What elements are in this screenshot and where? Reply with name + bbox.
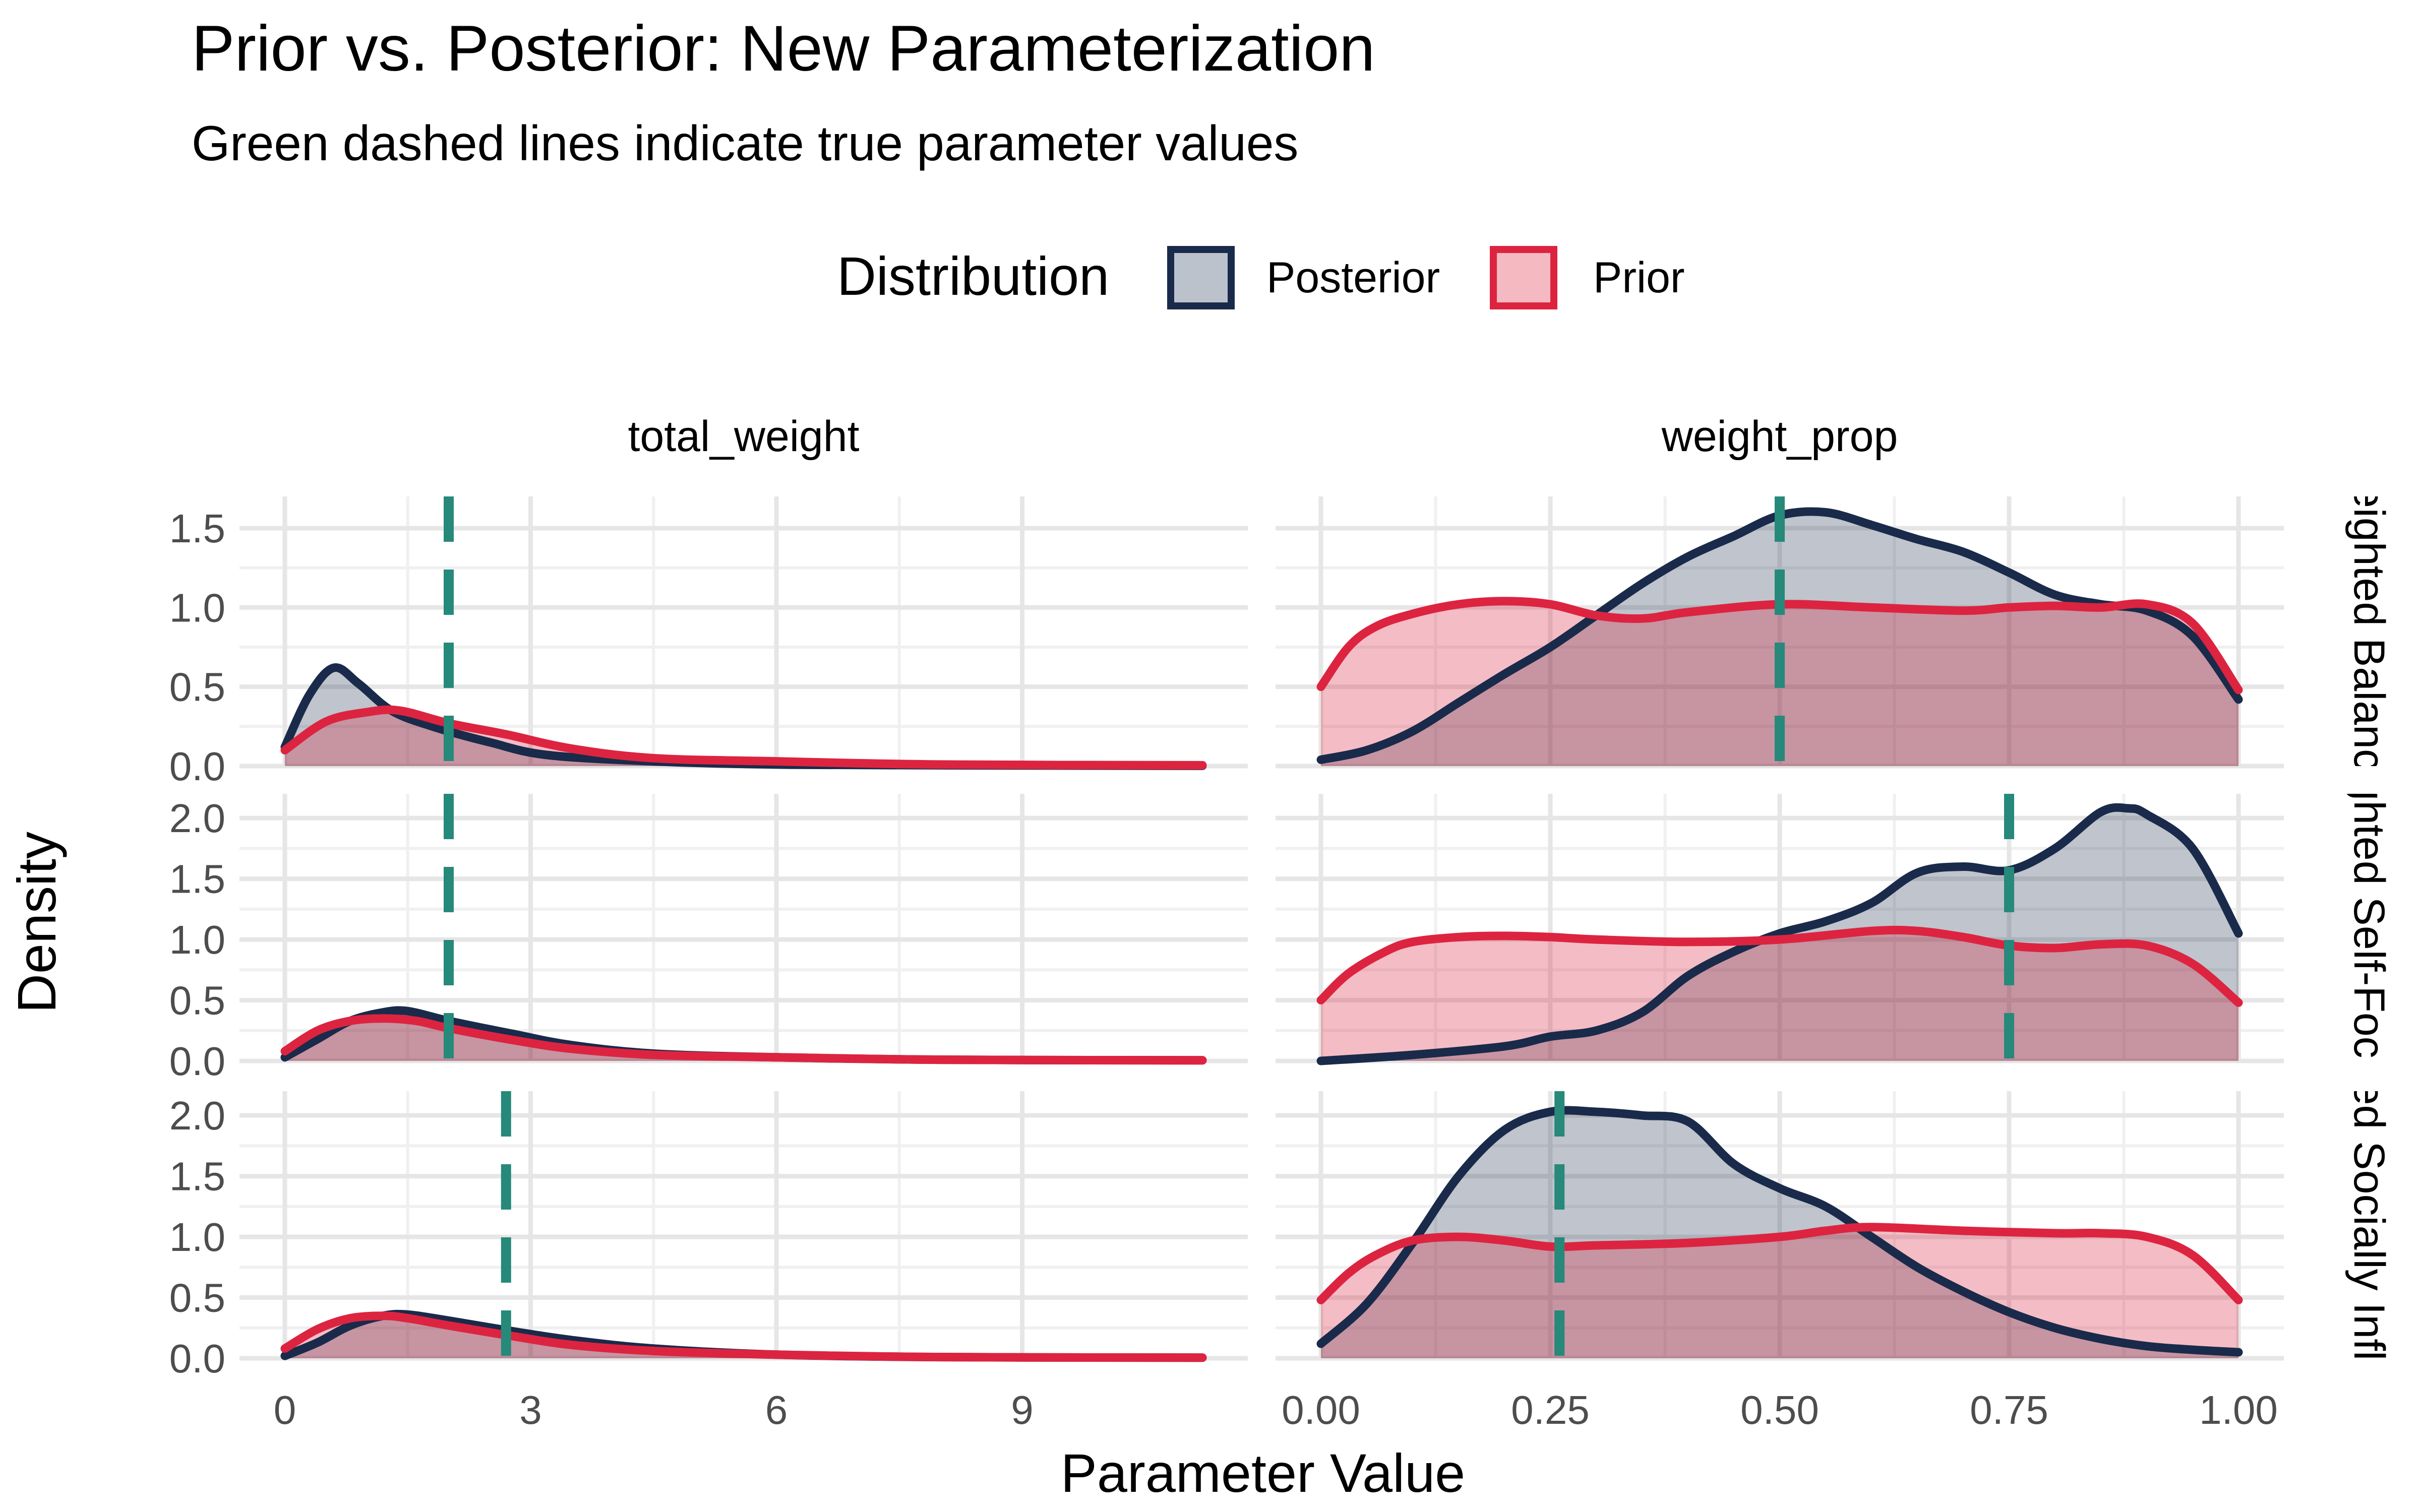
density-area-posterior: [285, 1010, 1202, 1061]
x-tick-label: 0.00: [1282, 1388, 1360, 1432]
facet-panel: [239, 794, 1248, 1065]
x-tick-label: 1.00: [2199, 1388, 2278, 1432]
legend-label-prior: Prior: [1593, 254, 1685, 302]
chart-title: Prior vs. Posterior: New Parameterizatio…: [192, 13, 1375, 85]
x-tick-label: 3: [519, 1388, 542, 1432]
density-line-prior: [1316, 597, 2243, 695]
density-line-prior: [280, 1311, 1207, 1362]
legend: Distribution Posterior Prior: [837, 245, 1685, 309]
density-line-prior: [1316, 925, 2243, 1007]
facet-panel: [239, 1091, 1248, 1362]
density-line-prior: [280, 705, 1207, 770]
x-axis-title: Parameter Value: [1061, 1442, 1465, 1503]
y-tick-label: 1.0: [169, 1215, 225, 1259]
facet-row-label: Weighted Socially Influenced: [2345, 947, 2393, 1503]
density-area-posterior: [285, 1314, 1202, 1358]
y-tick-label: 1.5: [169, 857, 225, 902]
y-tick-label: 0.0: [169, 1336, 225, 1381]
x-tick-label: 9: [1011, 1388, 1034, 1432]
y-tick-label: 1.5: [169, 1154, 225, 1199]
density-line-posterior: [1316, 803, 2243, 1065]
legend-label-posterior: Posterior: [1266, 254, 1440, 302]
y-tick-label: 2.0: [169, 1093, 225, 1138]
y-axis-title: Density: [6, 832, 67, 1013]
facet-panel: [1276, 794, 2284, 1065]
facet-row-label: Weighted Balanced: [2345, 444, 2393, 818]
density-area-posterior: [285, 667, 1202, 766]
y-tick-label: 2.0: [169, 796, 225, 841]
density-area-prior: [1321, 930, 2238, 1061]
x-tick-label: 6: [765, 1388, 788, 1432]
row-strip: Weighted Socially Influenced: [2345, 947, 2393, 1503]
x-tick-label: 0.75: [1970, 1388, 2048, 1432]
y-tick-label: 1.5: [169, 506, 225, 551]
x-tick-label: 0: [274, 1388, 296, 1432]
y-tick-label: 1.0: [169, 585, 225, 630]
x-tick-label: 0.25: [1511, 1388, 1590, 1432]
legend-title: Distribution: [837, 245, 1109, 306]
facet-strip-label: weight_prop: [1661, 412, 1898, 461]
density-line-prior: [1316, 1223, 2243, 1304]
facet-grid: total_weight weight_prop Weighted Balanced…: [169, 412, 2393, 1503]
legend-key-prior: [1490, 246, 1557, 309]
facet-panel: [239, 496, 1248, 770]
density-area-prior: [285, 1018, 1202, 1061]
row-strip: Weighted Balanced: [2345, 444, 2393, 818]
density-line-posterior: [1316, 1106, 2243, 1357]
facet-row-label: Weighted Self-Focused: [2345, 703, 2393, 1152]
facet-panel: [1276, 496, 2284, 769]
facet-strip-label: total_weight: [628, 412, 860, 461]
density-line-prior: [280, 1014, 1207, 1065]
density-area-prior: [1321, 1227, 2238, 1358]
y-tick-label: 0.0: [169, 744, 225, 789]
y-tick-label: 0.5: [169, 978, 225, 1023]
y-tick-label: 0.5: [169, 1276, 225, 1320]
legend-key-posterior: [1167, 246, 1235, 309]
y-tick-label: 1.0: [169, 917, 225, 962]
row-strip: Weighted Self-Focused: [2345, 703, 2393, 1152]
chart-subtitle: Green dashed lines indicate true paramet…: [192, 115, 1298, 171]
y-tick-label: 0.5: [169, 665, 225, 710]
x-tick-label: 0.50: [1740, 1388, 1819, 1432]
facet-panel: [1276, 1091, 2284, 1361]
density-area-prior: [285, 1315, 1202, 1358]
y-tick-label: 0.0: [169, 1039, 225, 1084]
